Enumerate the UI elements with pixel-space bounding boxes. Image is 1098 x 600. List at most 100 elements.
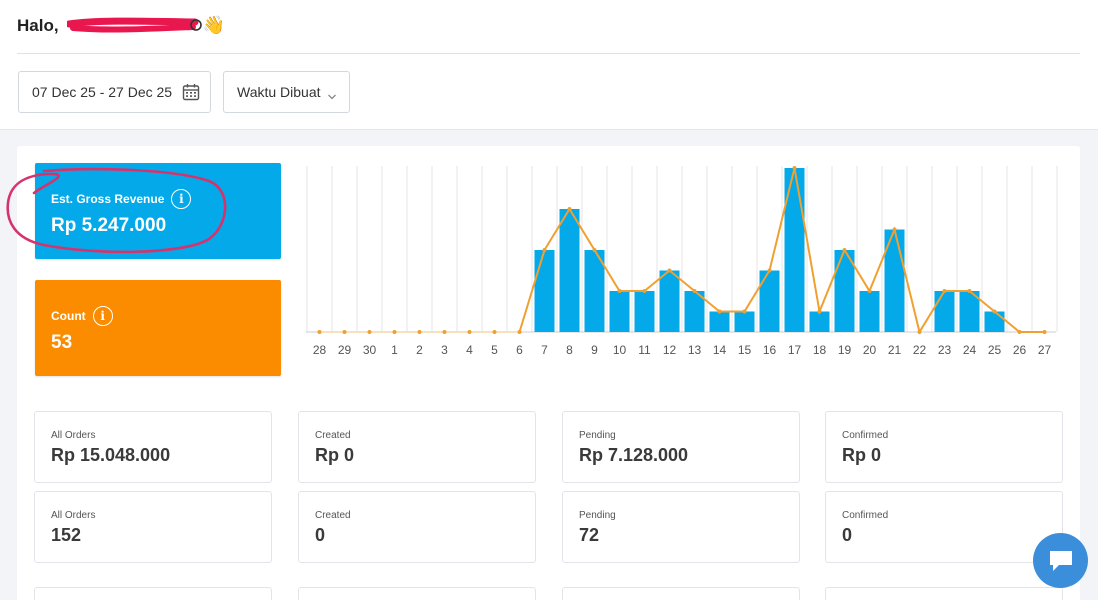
line-point-23: [942, 289, 947, 293]
line-point-21: [892, 227, 897, 232]
stat-card-count-all-orders[interactable]: All Orders 152: [34, 491, 272, 563]
x-tick-label: 18: [813, 343, 827, 357]
line-point-10: [617, 289, 622, 293]
bar-23: [934, 291, 955, 332]
stat-card-placeholder: [825, 587, 1063, 600]
stat-card-revenue-confirmed[interactable]: Confirmed Rp 0: [825, 411, 1063, 483]
bar-9: [584, 250, 605, 332]
stat-card-revenue-all-orders[interactable]: All Orders Rp 15.048.000: [34, 411, 272, 483]
x-tick-label: 9: [591, 343, 598, 357]
stat-card-placeholder: [562, 587, 800, 600]
x-tick-label: 30: [363, 343, 377, 357]
line-point-28: [317, 330, 322, 334]
x-tick-label: 3: [441, 343, 448, 357]
stat-label: All Orders: [51, 430, 96, 441]
x-tick-label: 27: [1038, 343, 1052, 357]
stat-card-count-confirmed[interactable]: Confirmed 0: [825, 491, 1063, 563]
stat-card-revenue-created[interactable]: Created Rp 0: [298, 411, 536, 483]
bar-19: [834, 250, 855, 332]
wave-emoji: 👋: [202, 15, 225, 35]
bar-14: [709, 311, 730, 332]
x-tick-label: 29: [338, 343, 352, 357]
info-icon[interactable]: i: [171, 189, 192, 209]
line-point-29: [342, 330, 347, 334]
time-mode-dropdown[interactable]: Waktu Dibuat: [223, 71, 350, 113]
x-tick-label: 8: [566, 343, 573, 357]
bar-13: [684, 291, 705, 332]
x-tick-label: 23: [938, 343, 952, 357]
date-range-text: 07 Dec 25 - 27 Dec 25: [32, 84, 173, 100]
line-point-9: [592, 248, 597, 252]
line-point-17: [792, 166, 797, 170]
x-tick-label: 7: [541, 343, 548, 357]
x-tick-label: 2: [416, 343, 423, 357]
line-series: [518, 167, 1045, 335]
greeting: Halo, 👋: [17, 15, 225, 36]
x-tick-label: 22: [913, 343, 927, 357]
x-tick-label: 4: [466, 343, 473, 357]
line-point-18: [817, 309, 822, 314]
stat-value: Rp 0: [315, 445, 355, 465]
revenue-card[interactable]: Est. Gross Revenue i Rp 5.247.000: [35, 163, 281, 259]
line-point-15: [742, 309, 747, 314]
bar-16: [759, 270, 780, 332]
x-tick-label: 10: [613, 343, 627, 357]
orders-chart: 28 29 30 1 2 3 4 5 6 7 8 9 10 11 12 13 14 15 16 17 18 19 20 21 2…: [306, 166, 1058, 357]
line-point-14: [717, 309, 722, 314]
revenue-value: Rp 5.247.000: [51, 215, 167, 236]
x-tick-label: 20: [863, 343, 877, 357]
stat-card-placeholder: [298, 587, 536, 600]
time-mode-value: Waktu Dibuat: [237, 84, 321, 100]
line-point-11: [642, 289, 647, 293]
chat-button[interactable]: [1033, 533, 1088, 588]
date-range-picker[interactable]: 07 Dec 25 - 27 Dec 25: [18, 71, 211, 113]
greeting-prefix: Halo,: [17, 15, 59, 35]
x-tick-label: 26: [1013, 343, 1027, 357]
x-tick-label: 28: [313, 343, 327, 357]
chevron-down-icon: [327, 88, 337, 104]
line-point-13: [692, 289, 697, 293]
count-label-row: Count i: [51, 306, 113, 326]
stat-value: Rp 0: [842, 445, 882, 465]
x-tick-label: 15: [738, 343, 752, 357]
bar-20: [859, 291, 880, 332]
x-tick-label: 11: [638, 343, 651, 357]
bar-7: [534, 250, 555, 332]
line-point-22: [917, 330, 922, 334]
line-point-27: [1042, 330, 1047, 334]
x-tick-label: 14: [713, 343, 727, 357]
count-value: 53: [51, 332, 73, 353]
line-point-3: [442, 330, 447, 334]
line-point-26: [1017, 330, 1022, 334]
stat-label: Pending: [579, 430, 616, 441]
bar-11: [634, 291, 655, 332]
count-label: Count: [51, 309, 86, 323]
line-point-30: [367, 330, 372, 334]
bar-18: [809, 311, 830, 332]
stat-value: 0: [842, 525, 853, 545]
line-point-4: [467, 330, 472, 334]
revenue-label-row: Est. Gross Revenue i: [51, 189, 192, 209]
calendar-icon: [182, 83, 200, 104]
stat-value: 152: [51, 525, 82, 545]
stat-card-revenue-pending[interactable]: Pending Rp 7.128.000: [562, 411, 800, 483]
x-tick-label: 12: [663, 343, 677, 357]
stat-label: Pending: [579, 510, 616, 521]
bar-12: [659, 270, 680, 332]
stat-card-count-created[interactable]: Created 0: [298, 491, 536, 563]
line-point-16: [767, 268, 772, 273]
x-tick-label: 24: [963, 343, 977, 357]
stat-value: Rp 7.128.000: [579, 445, 689, 465]
line-point-7: [542, 248, 547, 252]
bar-8: [559, 209, 580, 332]
x-tick-label: 19: [838, 343, 852, 357]
x-tick-label: 21: [888, 343, 902, 357]
info-icon[interactable]: i: [92, 306, 113, 326]
chat-icon: [1049, 550, 1072, 571]
stat-label: Created: [315, 430, 351, 441]
stat-card-count-pending[interactable]: Pending 72: [562, 491, 800, 563]
line-point-12: [667, 268, 672, 273]
count-card[interactable]: Count i 53: [35, 280, 281, 376]
line-point-8: [567, 207, 572, 211]
stat-label: Confirmed: [842, 510, 889, 521]
